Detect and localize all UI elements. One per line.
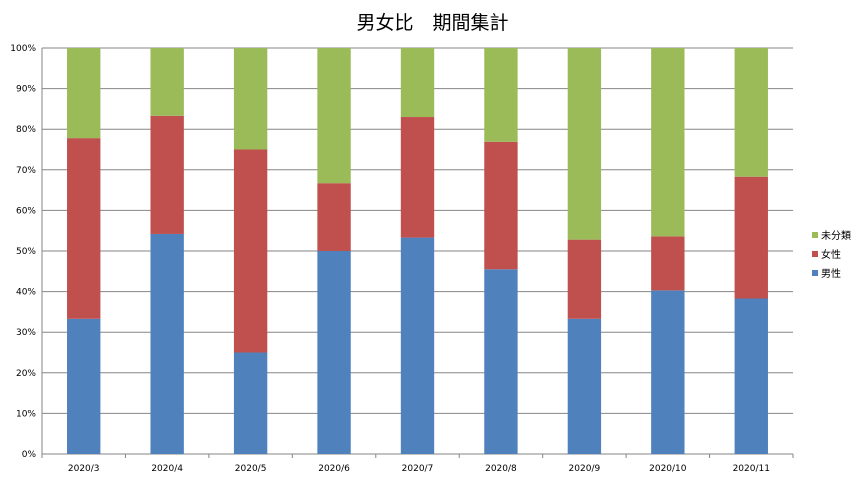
x-tick-label: 2020/8 [485, 464, 517, 474]
x-tick-label: 2020/7 [402, 464, 434, 474]
bar-segment [484, 141, 518, 270]
legend-swatch [812, 270, 818, 276]
bar-segment [233, 352, 268, 454]
y-tick-label: 70% [16, 166, 36, 176]
y-tick-label: 80% [16, 125, 36, 135]
bar-segment [233, 149, 268, 353]
y-tick-label: 60% [16, 206, 36, 216]
bar-segment [734, 176, 768, 299]
x-tick-label: 2020/11 [733, 464, 770, 474]
bar-segment [67, 48, 101, 139]
y-tick-label: 90% [16, 85, 36, 95]
y-tick-label: 0% [22, 450, 37, 460]
x-tick-label: 2020/5 [235, 464, 267, 474]
bar-segment [150, 233, 184, 454]
bar-segment [567, 239, 602, 319]
bar-segment [651, 290, 685, 454]
bar-segment [400, 237, 435, 454]
legend-swatch [812, 232, 818, 238]
bar-segment [317, 183, 351, 251]
x-tick-label: 2020/9 [569, 464, 601, 474]
x-tick-label: 2020/10 [649, 464, 687, 474]
bar-segment [400, 117, 435, 238]
x-tick-label: 2020/6 [318, 464, 350, 474]
bar-segment [400, 48, 435, 118]
legend-label: 女性 [821, 248, 841, 261]
bar-segment [67, 138, 101, 319]
y-tick-label: 40% [16, 288, 36, 298]
bar-segment [484, 48, 518, 142]
x-tick-label: 2020/4 [151, 464, 183, 474]
bar-segment [734, 298, 768, 454]
bar-segment [317, 48, 351, 184]
bar-segment [651, 236, 685, 291]
bar-segment [734, 48, 768, 177]
legend-label: 未分類 [821, 230, 851, 242]
y-tick-label: 100% [10, 44, 36, 54]
x-tick-label: 2020/3 [68, 464, 100, 474]
bar-segment [233, 48, 268, 150]
bar-segment [484, 269, 518, 454]
y-tick-label: 30% [16, 328, 36, 338]
bar-segment [567, 318, 602, 454]
legend-swatch [812, 251, 818, 257]
chart-title: 男女比 期間集計 [356, 12, 509, 34]
legend-label: 男性 [821, 267, 841, 280]
bar-segment [317, 251, 351, 454]
bar-segment [651, 48, 685, 237]
y-tick-label: 20% [16, 369, 36, 379]
bar-segment [150, 48, 184, 116]
y-tick-label: 50% [16, 247, 36, 257]
bar-segment [150, 115, 184, 234]
bar-segment [67, 318, 101, 454]
y-tick-label: 10% [16, 409, 36, 419]
bar-segment [567, 48, 602, 240]
